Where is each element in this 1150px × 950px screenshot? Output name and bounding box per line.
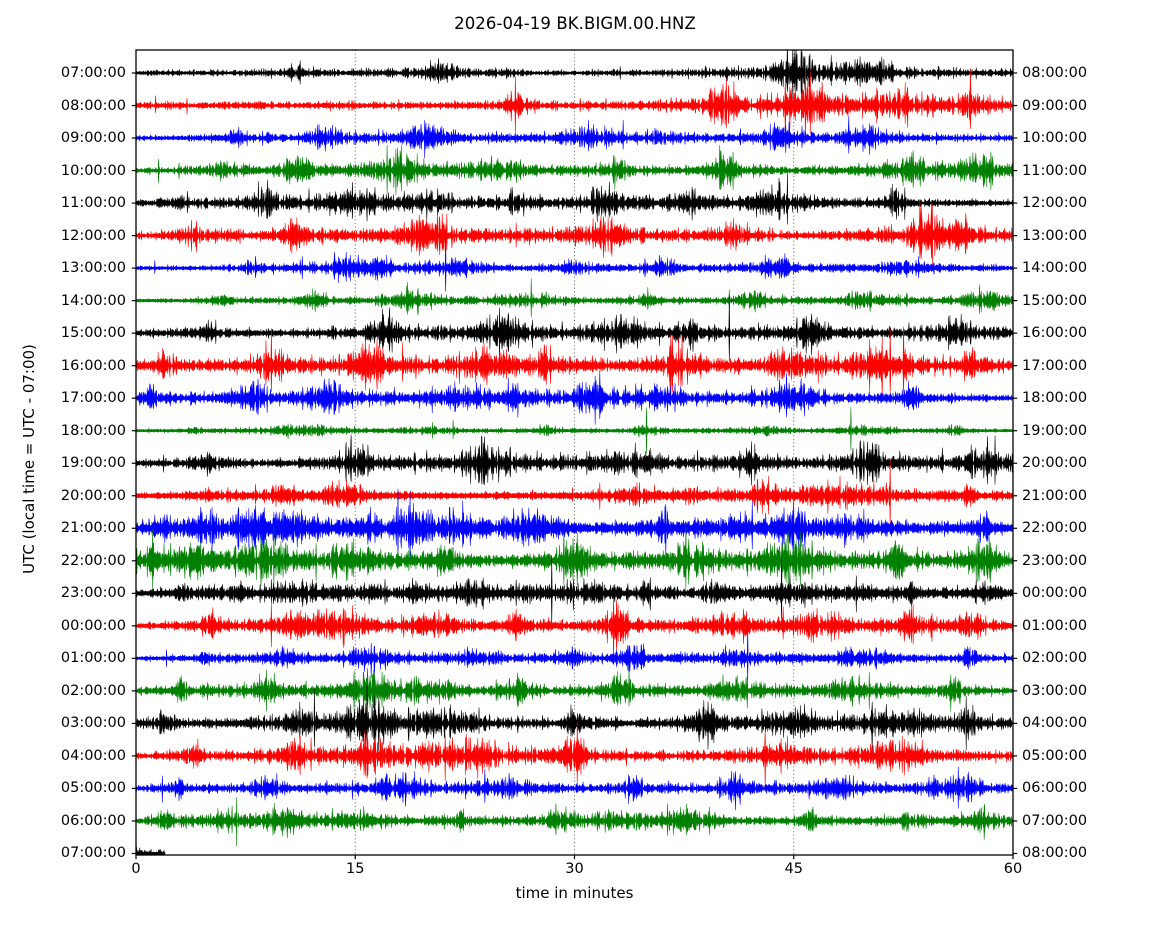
y-tick-label-right: 16:00:00	[1022, 325, 1088, 342]
plot-frame	[135, 49, 1014, 856]
seismic-trace	[136, 434, 1013, 486]
y-tick-label-right: 06:00:00	[1022, 780, 1088, 797]
y-tick-label-left: 14:00:00	[60, 292, 126, 309]
x-tick-label: 30	[565, 861, 584, 877]
x-tick-label: 45	[784, 861, 803, 877]
y-tick-label-right: 08:00:00	[1022, 65, 1088, 81]
y-tick-label-right: 05:00:00	[1022, 747, 1088, 764]
y-tick-label-right: 08:00:00	[1022, 845, 1088, 862]
y-tick-label-left: 16:00:00	[60, 357, 126, 374]
y-tick-label-right: 22:00:00	[1022, 520, 1088, 537]
y-tick-label-right: 10:00:00	[1022, 130, 1088, 147]
seismic-trace	[136, 295, 1013, 362]
y-tick-label-left: 10:00:00	[60, 162, 126, 179]
y-tick-label-left: 04:00:00	[60, 747, 126, 764]
y-tick-label-left: 13:00:00	[60, 260, 126, 277]
y-tick-label-right: 12:00:00	[1022, 195, 1088, 212]
y-tick-label-left: 15:00:00	[60, 325, 126, 342]
y-tick-label-left: 08:00:00	[60, 97, 126, 114]
y-tick-label-right: 11:00:00	[1022, 162, 1088, 179]
y-tick-label-left: 03:00:00	[60, 715, 126, 732]
y-tick-label-left: 01:00:00	[60, 650, 126, 667]
x-axis-label: time in minutes	[515, 884, 634, 902]
y-tick-label-right: 18:00:00	[1022, 390, 1088, 407]
seismic-trace	[136, 684, 1013, 752]
seismic-trace	[136, 597, 1013, 660]
y-tick-label-left: 02:00:00	[60, 682, 126, 699]
y-tick-label-left: 23:00:00	[60, 585, 126, 602]
y-tick-label-right: 04:00:00	[1022, 715, 1088, 732]
x-tick-label: 15	[346, 861, 365, 877]
page-title: 2026-04-19 BK.BIGM.00.HNZ	[454, 14, 696, 33]
seismic-trace	[136, 555, 1013, 626]
seismic-trace	[136, 458, 1013, 530]
y-tick-label-right: 17:00:00	[1022, 357, 1088, 374]
y-tick-label-left: 12:00:00	[60, 227, 126, 244]
y-tick-label-right: 09:00:00	[1022, 97, 1088, 114]
y-tick-label-right: 07:00:00	[1022, 812, 1088, 829]
y-tick-label-right: 00:00:00	[1022, 585, 1088, 602]
y-tick-label-right: 19:00:00	[1022, 422, 1088, 439]
y-tick-label-left: 22:00:00	[60, 552, 126, 569]
y-tick-label-right: 13:00:00	[1022, 227, 1088, 244]
x-tick-label: 60	[1003, 861, 1023, 877]
y-tick-label-right: 21:00:00	[1022, 487, 1088, 504]
y-tick-label-right: 03:00:00	[1022, 682, 1088, 699]
y-tick-label-left: 11:00:00	[60, 195, 126, 212]
y-tick-label-right: 20:00:00	[1022, 455, 1088, 472]
seismic-trace	[136, 667, 1013, 712]
gridlines	[354, 50, 795, 855]
y-tick-label-right: 01:00:00	[1022, 617, 1088, 634]
seismic-trace	[136, 521, 1013, 591]
axis-ticks	[131, 72, 1018, 860]
y-tick-label-right: 14:00:00	[1022, 260, 1088, 277]
y-tick-label-right: 02:00:00	[1022, 650, 1088, 667]
y-tick-label-left: 17:00:00	[60, 390, 126, 407]
y-tick-label-left: 00:00:00	[60, 617, 126, 634]
y-tick-label-left: 21:00:00	[60, 520, 126, 537]
y-tick-label-left: 09:00:00	[60, 130, 126, 147]
y-tick-label-right: 15:00:00	[1022, 292, 1088, 309]
y-tick-label-left: 07:00:00	[60, 65, 126, 81]
seismic-trace	[136, 171, 1013, 225]
trace-group	[136, 50, 1013, 855]
y-tick-label-left: 06:00:00	[60, 812, 126, 829]
y-tick-label-left: 20:00:00	[60, 487, 126, 504]
seismic-trace	[136, 326, 1013, 402]
y-tick-label-left: 07:00:00	[60, 845, 126, 862]
x-tick-label: 0	[131, 861, 141, 877]
y-tick-label-right: 23:00:00	[1022, 552, 1088, 569]
y-tick-label-left: 05:00:00	[60, 780, 126, 797]
y-tick-label-left: 18:00:00	[60, 422, 126, 439]
y-tick-label-left: 19:00:00	[60, 455, 126, 472]
